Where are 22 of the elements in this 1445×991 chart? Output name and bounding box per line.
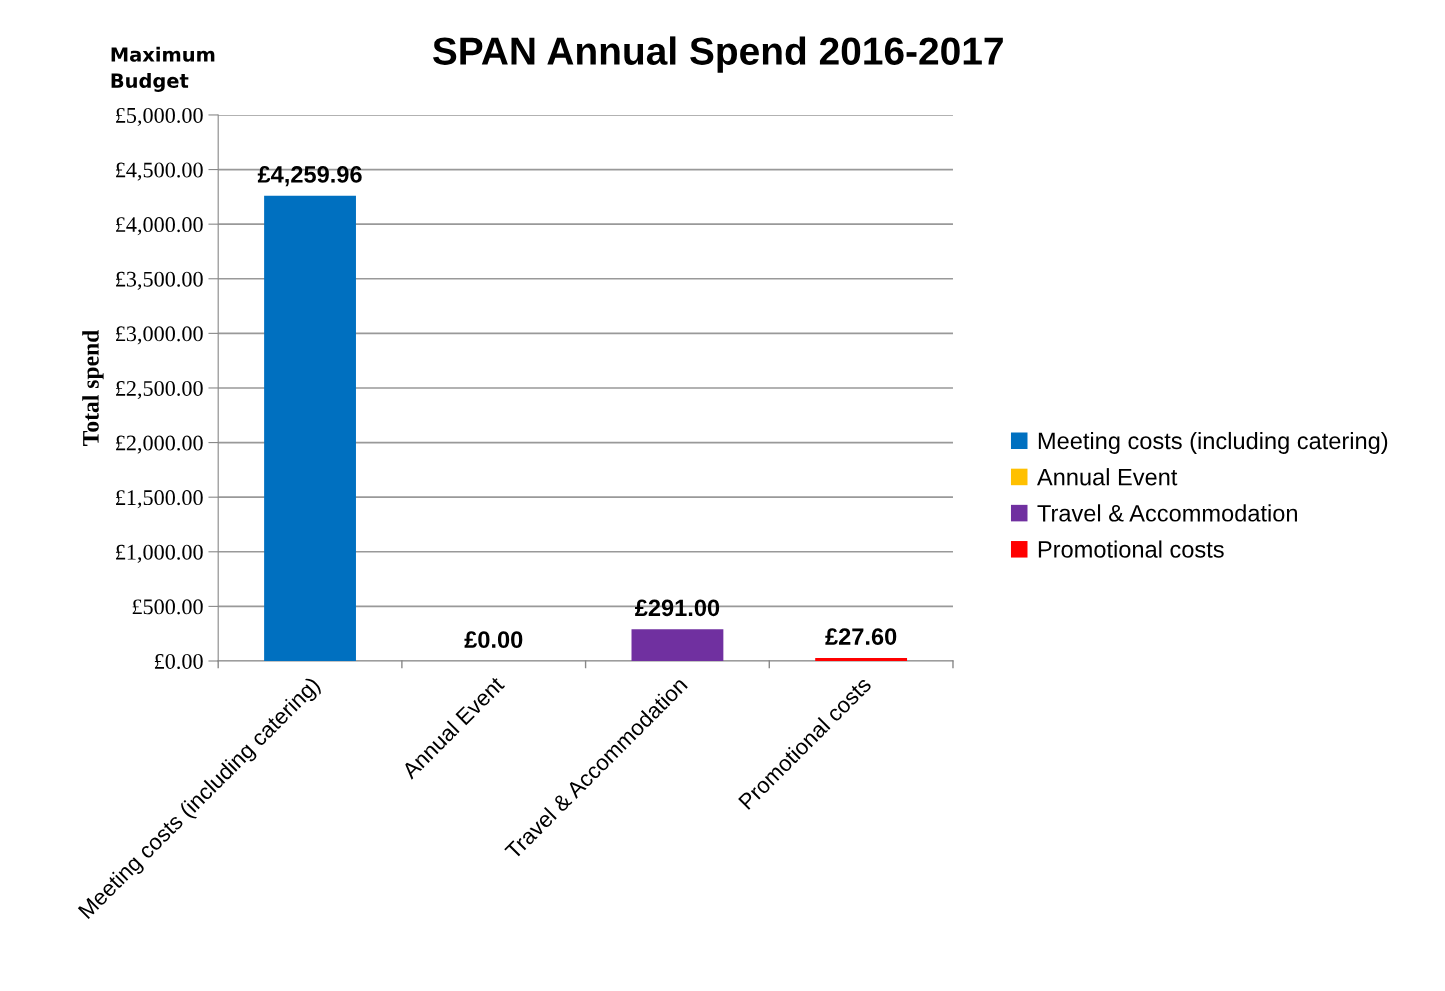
legend-label: Travel & Accommodation xyxy=(1037,504,1297,522)
y-tick-label: £5,000.00 xyxy=(116,107,203,127)
y-tick-label: £4,000.00 xyxy=(116,217,203,236)
y-tick-label: £3,000.00 xyxy=(116,326,203,345)
y-tick-label: £1,500.00 xyxy=(116,490,203,509)
y-axis-title: Total spend xyxy=(82,329,104,446)
data-label: £0.00 xyxy=(464,631,523,648)
y-tick-label: £3,500.00 xyxy=(116,271,203,290)
y-tick-label: £2,500.00 xyxy=(116,380,203,400)
data-label: £4,259.96 xyxy=(257,166,362,187)
chart-title: SPAN Annual Spend 2016-2017 xyxy=(432,36,1003,73)
text: Maximum Budget xyxy=(111,46,215,92)
legend-label: Promotional costs xyxy=(1038,540,1224,558)
y-tick-label: £500.00 xyxy=(132,599,203,615)
legend-label: Annual Event xyxy=(1036,468,1178,486)
y-tick-label: £0.00 xyxy=(154,653,203,670)
data-label: £27.60 xyxy=(825,628,897,645)
y-tick-label: £4,500.00 xyxy=(116,162,203,181)
y-tick-label: £2,000.00 xyxy=(116,435,203,454)
y-tick-label: £1,000.00 xyxy=(116,544,203,563)
data-label: £291.00 xyxy=(635,599,720,617)
legend-label: Meeting costs (including catering) xyxy=(1038,431,1388,454)
